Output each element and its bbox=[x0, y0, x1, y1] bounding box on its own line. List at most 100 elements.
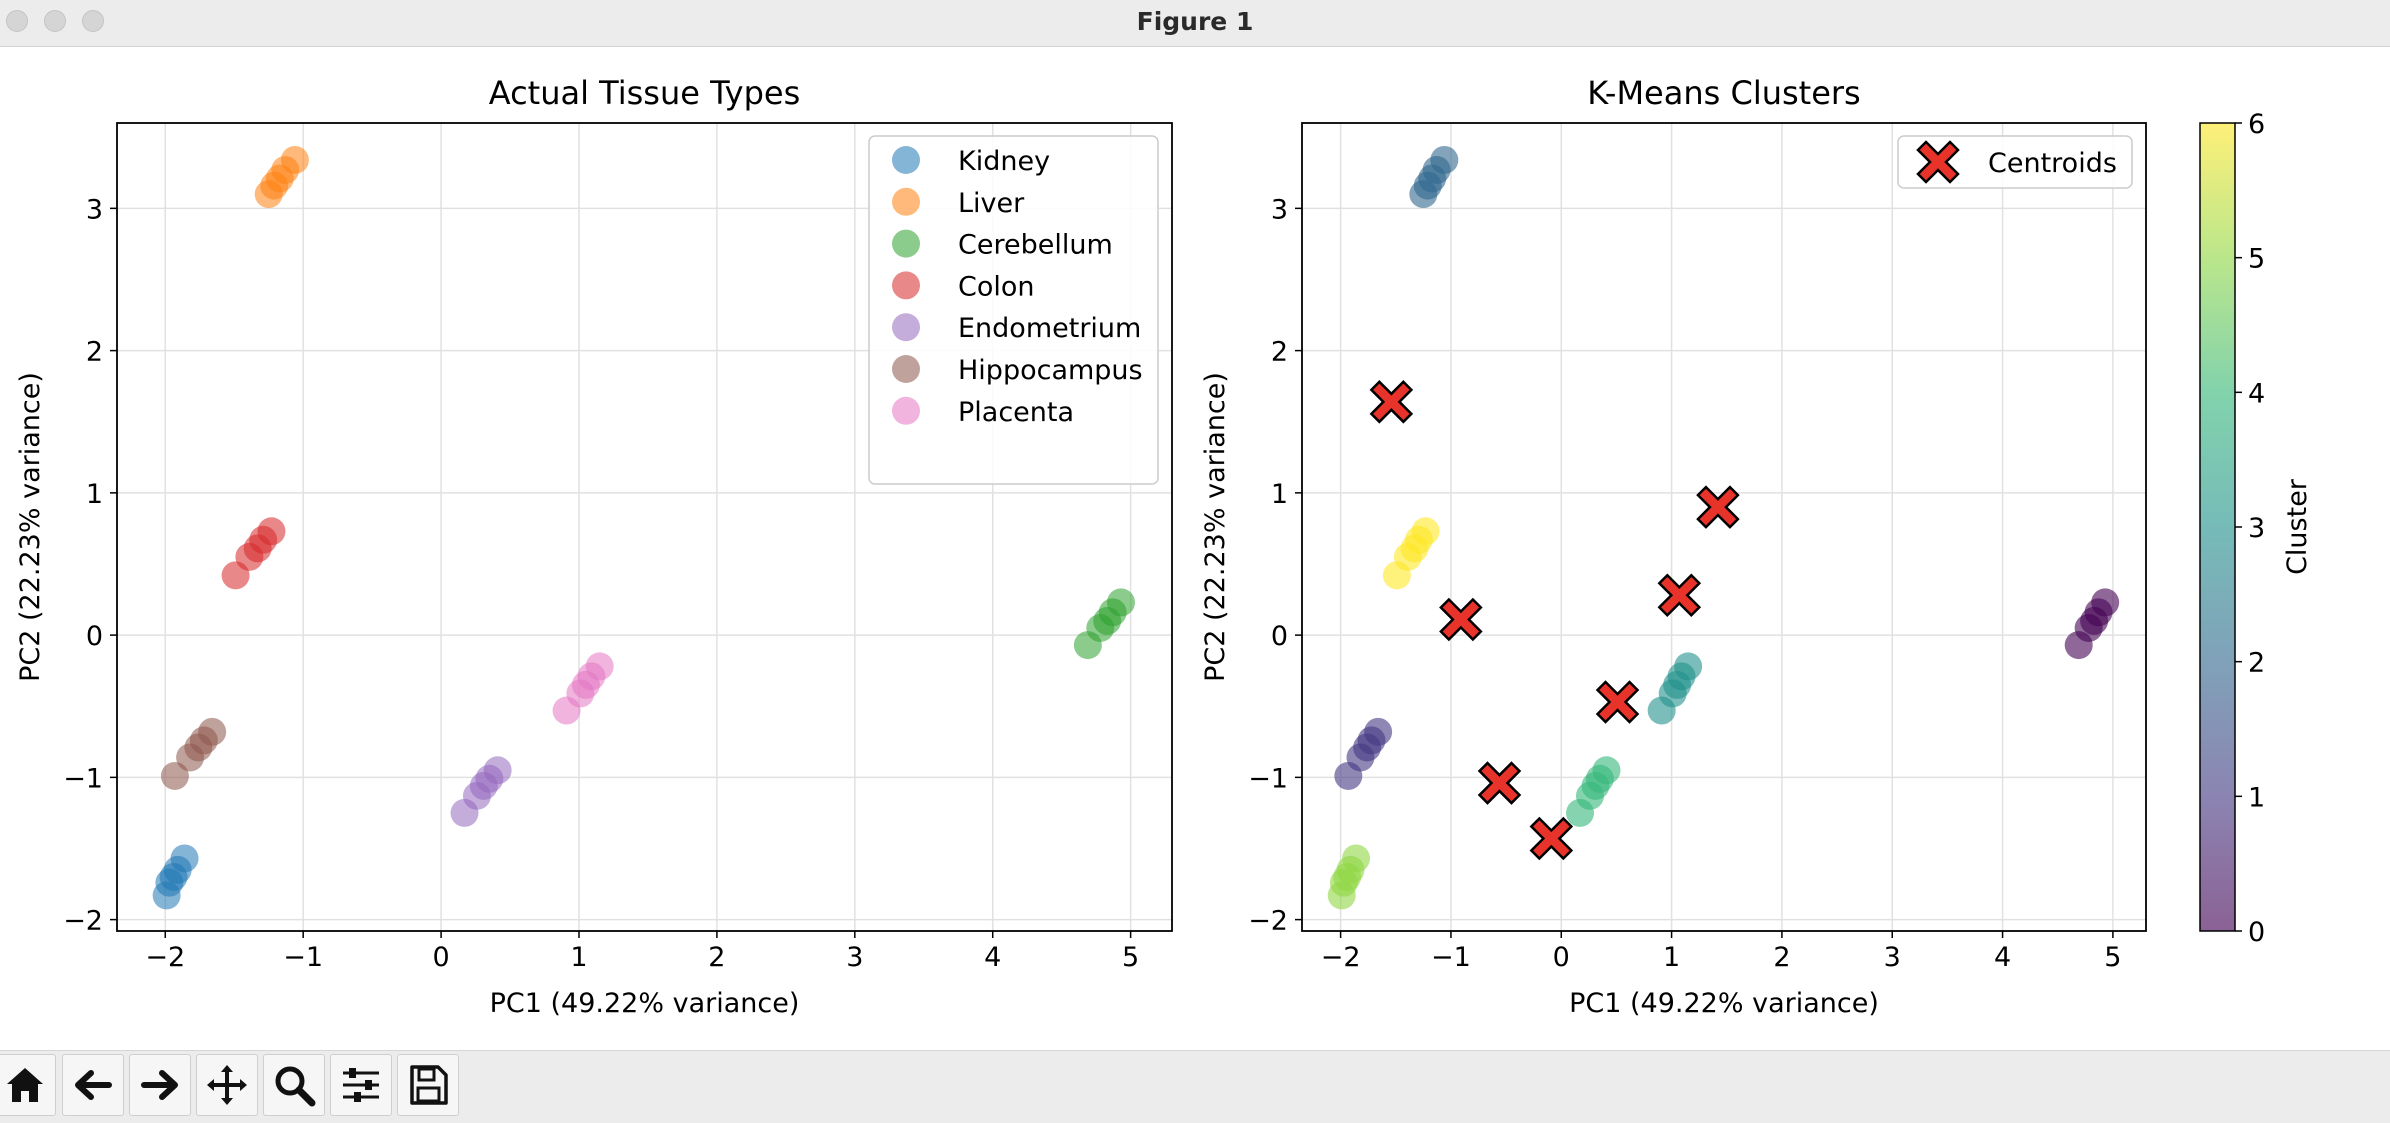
data-point-hippocampus bbox=[160, 761, 189, 790]
window-close-button[interactable] bbox=[6, 10, 28, 32]
legend-marker-colon bbox=[892, 271, 920, 300]
floppy-disk-icon bbox=[410, 1065, 448, 1105]
x-tick-label: 3 bbox=[846, 942, 863, 973]
cluster-point bbox=[1342, 844, 1371, 873]
x-tick-label: 1 bbox=[1663, 942, 1680, 973]
legend-label-liver: Liver bbox=[958, 188, 1025, 219]
x-axis-label: PC1 (49.22% variance) bbox=[490, 988, 800, 1019]
legend-marker-cerebellum bbox=[892, 229, 920, 258]
legend-label-centroids: Centroids bbox=[1988, 148, 2117, 179]
x-tick-label: −1 bbox=[1431, 942, 1471, 973]
legend-label-placenta: Placenta bbox=[958, 397, 1074, 428]
window-zoom-button[interactable] bbox=[82, 10, 104, 32]
colorbar-tick-label: 2 bbox=[2248, 648, 2265, 679]
data-point-colon bbox=[257, 517, 286, 546]
chart-title: Actual Tissue Types bbox=[489, 74, 801, 112]
data-point-cerebellum bbox=[1106, 588, 1135, 617]
x-tick-label: 5 bbox=[1122, 942, 1139, 973]
centroid-marker bbox=[1477, 761, 1522, 805]
data-point-hippocampus bbox=[198, 717, 227, 746]
x-tick-label: 4 bbox=[1994, 942, 2011, 973]
data-point-kidney bbox=[170, 844, 199, 873]
legend-marker-endometrium bbox=[892, 313, 920, 342]
move-icon bbox=[207, 1065, 247, 1105]
colorbar-label: Cluster bbox=[2282, 478, 2313, 575]
back-button[interactable] bbox=[62, 1054, 124, 1116]
legend-marker-centroids bbox=[1916, 140, 1960, 184]
sliders-icon bbox=[343, 1068, 379, 1102]
colorbar-tick-label: 3 bbox=[2248, 513, 2265, 544]
forward-button[interactable] bbox=[129, 1054, 191, 1116]
legend-label-kidney: Kidney bbox=[958, 146, 1050, 177]
x-tick-label: 2 bbox=[1773, 942, 1790, 973]
y-tick-label: 3 bbox=[1271, 194, 1288, 225]
cluster-point bbox=[1430, 145, 1459, 174]
axes-frame bbox=[1301, 122, 2147, 932]
x-axis-label: PC1 (49.22% variance) bbox=[1569, 988, 1879, 1019]
legend-marker-kidney bbox=[892, 146, 920, 174]
figure: −2 −1 0 1 2 3 4 5 −2 −1 0 1 2 3 Actual Tissue Types PC1… bbox=[15, 74, 2313, 1019]
legend-label-hippocampus: Hippocampus bbox=[958, 355, 1143, 386]
x-tick-label: 5 bbox=[2104, 942, 2121, 973]
home-button[interactable] bbox=[0, 1054, 56, 1116]
legend-marker-liver bbox=[892, 187, 920, 216]
cluster-point bbox=[1674, 652, 1703, 681]
x-tick-label: −2 bbox=[145, 942, 185, 973]
x-tick-label: 0 bbox=[1553, 942, 1570, 973]
x-tick-label: −2 bbox=[1321, 942, 1361, 973]
colorbar-fill bbox=[2200, 123, 2235, 931]
y-axis-label: PC2 (22.23% variance) bbox=[15, 372, 46, 682]
centroid-marker bbox=[1529, 816, 1574, 861]
y-tick-label: −1 bbox=[63, 763, 103, 794]
window-title: Figure 1 bbox=[1136, 7, 1254, 36]
pan-button[interactable] bbox=[196, 1054, 258, 1116]
configure-subplots-button[interactable] bbox=[330, 1054, 392, 1116]
y-tick-label: 1 bbox=[1271, 479, 1288, 510]
colorbar-tick-label: 6 bbox=[2248, 109, 2265, 140]
home-icon bbox=[7, 1068, 43, 1102]
cluster-point bbox=[1364, 717, 1393, 746]
cluster-point bbox=[1411, 517, 1440, 546]
legend: Centroids bbox=[1897, 135, 2133, 189]
legend-label-cerebellum: Cerebellum bbox=[958, 230, 1113, 261]
y-tick-label: 2 bbox=[1271, 337, 1288, 368]
y-axis-label: PC2 (22.23% variance) bbox=[1200, 372, 1231, 682]
axes-frame bbox=[116, 122, 1173, 932]
chart-1: −2 −1 0 1 2 3 4 5 −2 −1 0 1 2 3 Actual Tissue Types PC1… bbox=[15, 74, 1173, 1019]
chart-2: −2 −1 0 1 2 3 4 5 −2 −1 0 1 2 3 K-Means Clusters PC1 (4… bbox=[1200, 74, 2313, 1019]
x-tick-label: 1 bbox=[570, 942, 587, 973]
cluster-point bbox=[1592, 756, 1621, 785]
y-tick-label: 2 bbox=[86, 337, 103, 368]
y-tick-label: 0 bbox=[86, 621, 103, 652]
window-minimize-button[interactable] bbox=[44, 10, 66, 32]
legend: Kidney Liver Cerebellum Colon Endometrium Hip… bbox=[868, 135, 1159, 485]
arrow-right-icon bbox=[141, 1070, 178, 1100]
x-tick-label: 2 bbox=[708, 942, 725, 973]
x-tick-label: −1 bbox=[283, 942, 323, 973]
magnifier-icon bbox=[275, 1066, 316, 1107]
zoom-button[interactable] bbox=[263, 1054, 325, 1116]
colorbar-tick-label: 1 bbox=[2248, 782, 2265, 813]
data-point-endometrium bbox=[483, 756, 512, 785]
colorbar: 0 1 2 3 4 5 6 Cluster bbox=[2199, 109, 2313, 948]
data-point-placenta bbox=[585, 652, 614, 681]
legend-marker-hippocampus bbox=[892, 355, 920, 383]
x-tick-label: 4 bbox=[984, 942, 1001, 973]
save-button[interactable] bbox=[397, 1054, 459, 1116]
y-tick-label: −2 bbox=[63, 906, 103, 937]
window-titlebar: Figure 1 bbox=[0, 0, 2390, 47]
legend-label-colon: Colon bbox=[958, 271, 1035, 302]
y-tick-label: 0 bbox=[1271, 621, 1288, 652]
colorbar-tick-label: 4 bbox=[2248, 378, 2265, 409]
y-tick-label: 3 bbox=[86, 194, 103, 225]
x-tick-label: 0 bbox=[432, 942, 449, 973]
centroid-marker bbox=[1696, 485, 1740, 529]
arrow-left-icon bbox=[75, 1070, 112, 1100]
centroid-marker bbox=[1657, 573, 1702, 618]
legend-box bbox=[868, 135, 1159, 485]
centroid-marker bbox=[1439, 597, 1483, 642]
colorbar-tick-label: 5 bbox=[2248, 244, 2265, 275]
figure-canvas[interactable]: −2 −1 0 1 2 3 4 5 −2 −1 0 1 2 3 Actual Tissue Types PC1… bbox=[0, 47, 2390, 1050]
y-tick-label: −1 bbox=[1248, 763, 1288, 794]
centroid-marker bbox=[1595, 680, 1640, 724]
